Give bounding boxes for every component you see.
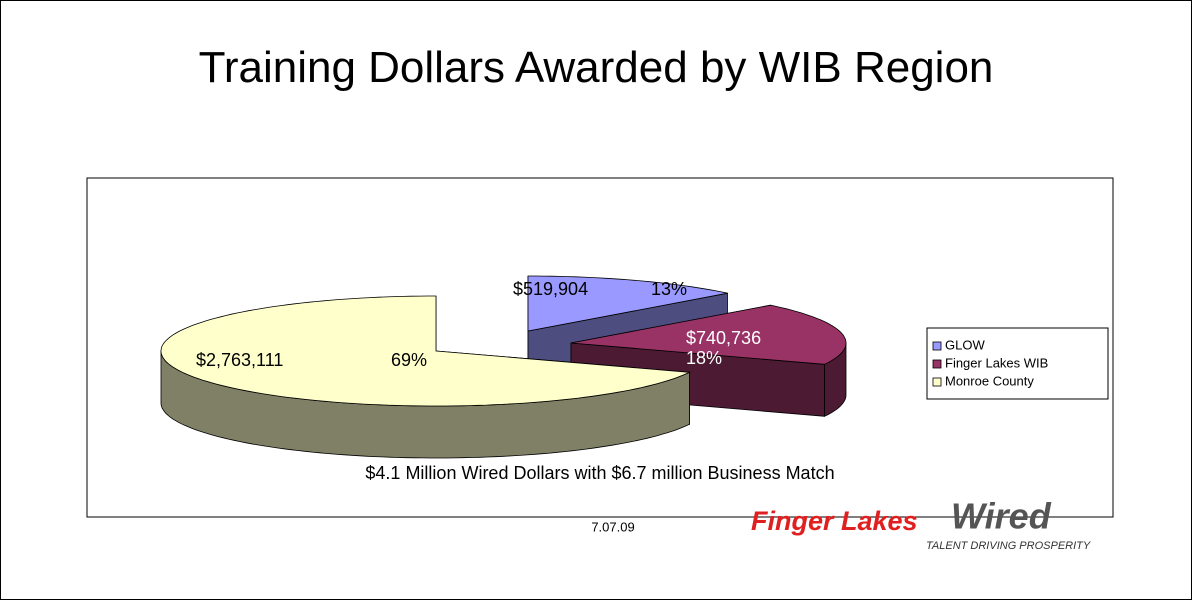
legend-box: [926, 327, 1109, 400]
data-label: $519,904: [513, 279, 588, 299]
legend-label: Finger Lakes WIB: [945, 355, 1048, 370]
pie: [160, 275, 847, 459]
slice: [160, 295, 692, 407]
legend-swatch: [932, 359, 942, 369]
percent-label: 18%: [686, 348, 722, 368]
legend-swatch: [932, 341, 942, 351]
slice: [527, 275, 728, 332]
logo-name: Finger Lakes: [751, 506, 918, 536]
annotation: $4.1 Million Wired Dollars with $6.7 mil…: [365, 463, 834, 483]
percent-label: 13%: [651, 279, 687, 299]
logo-name: Wired: [951, 496, 1052, 537]
legend: GLOW Finger Lakes WIB Monroe County: [932, 337, 1048, 388]
date: 7.07.09: [591, 519, 634, 534]
legend-label: GLOW: [945, 337, 985, 352]
logo-tagline: TALENT DRIVING PROSPERITY: [926, 540, 1091, 552]
percent-label: 69%: [391, 350, 427, 370]
slice: [570, 304, 847, 365]
data-label: $2,763,111: [196, 350, 283, 370]
legend-swatch: [932, 377, 942, 387]
data-label: $740,736: [686, 328, 761, 348]
legend-label: Monroe County: [945, 373, 1034, 388]
slide-title: Training Dollars Awarded by WIB Region: [198, 43, 994, 92]
